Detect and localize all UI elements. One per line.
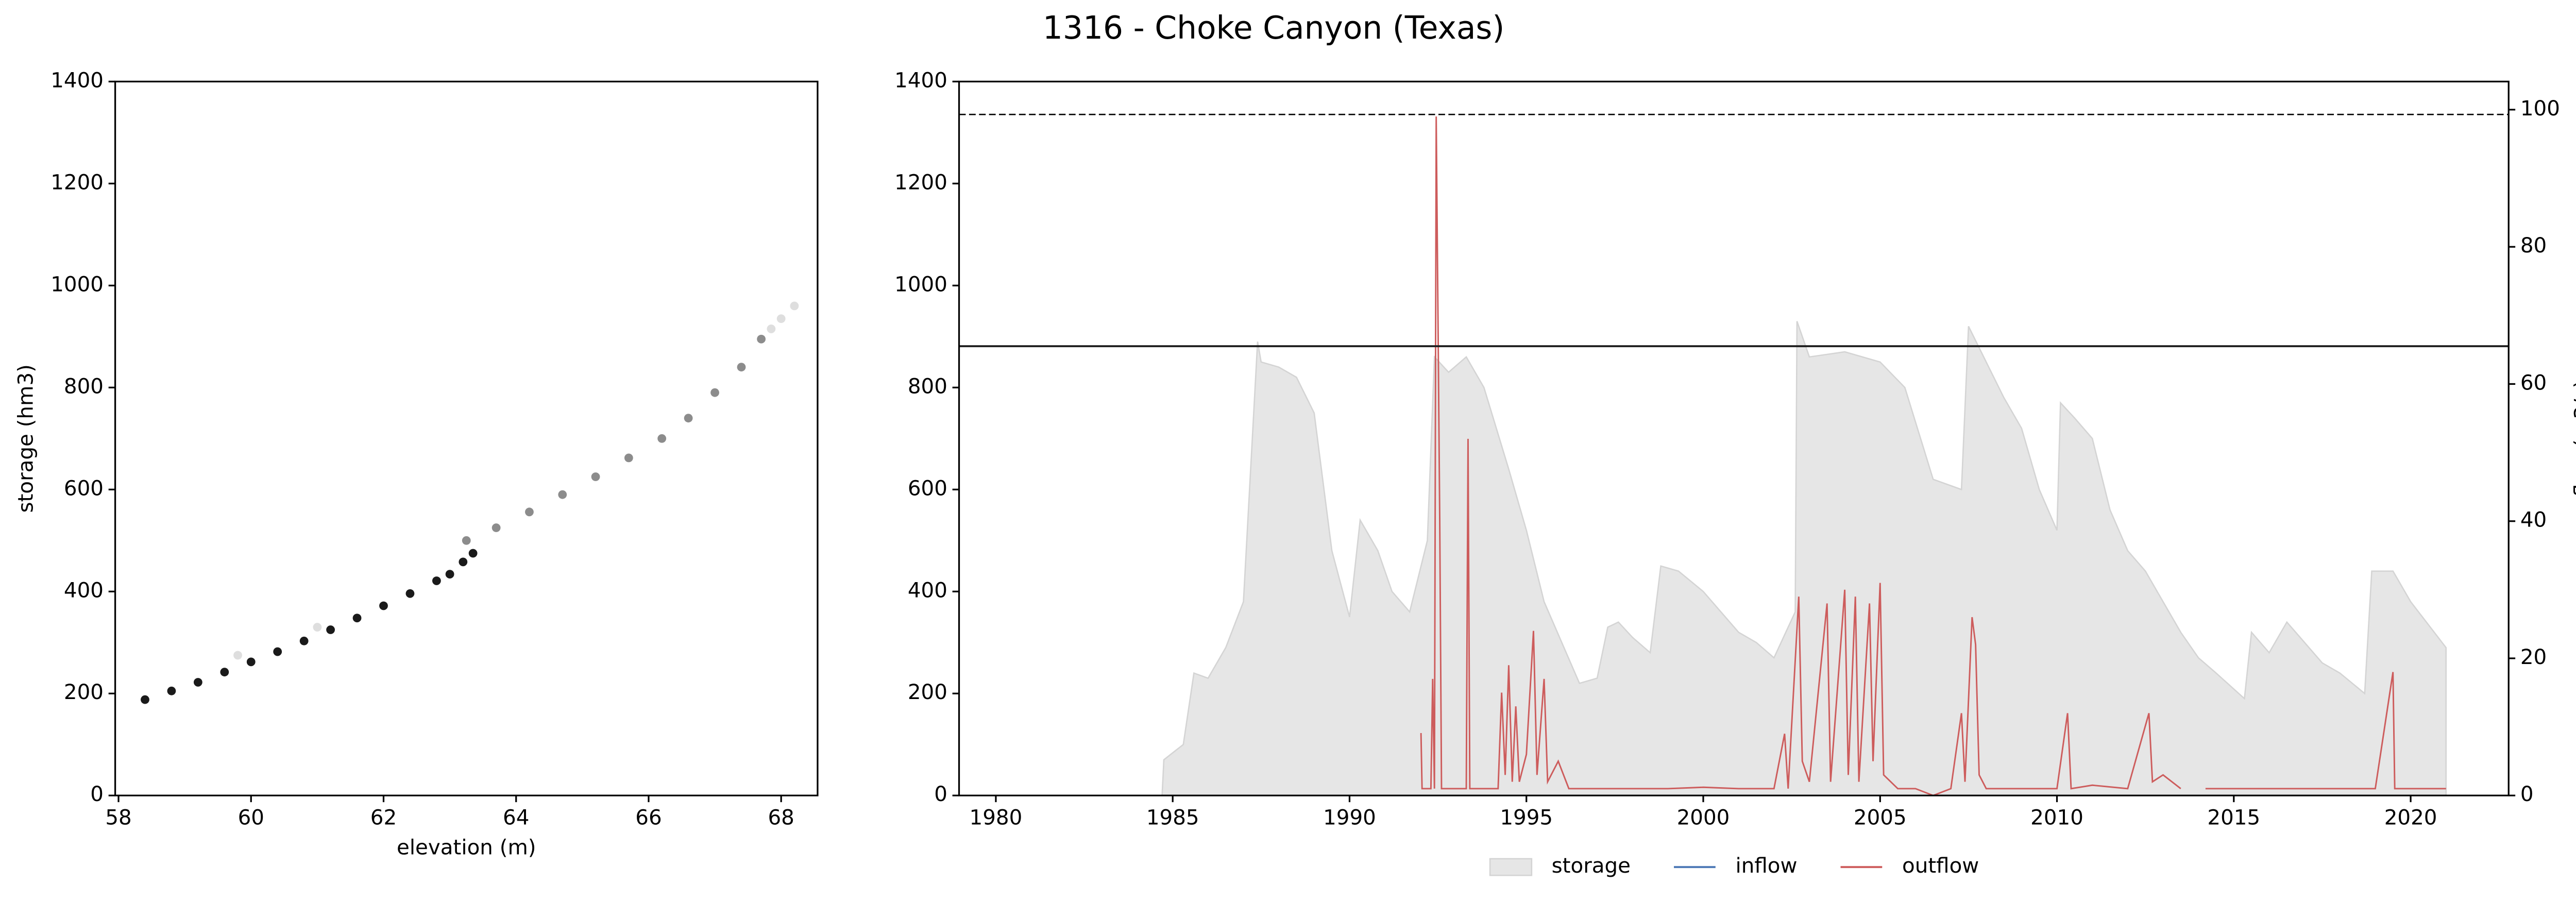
point bbox=[326, 625, 335, 634]
x-tick-label: 62 bbox=[370, 805, 397, 829]
x-tick-label: 2000 bbox=[1677, 805, 1730, 829]
y2-tick-label: 0 bbox=[2520, 782, 2534, 806]
y2-tick-label: 100 bbox=[2520, 96, 2560, 121]
y2-axis-label: flow (m3/s) bbox=[2570, 380, 2576, 497]
point bbox=[525, 507, 534, 517]
point bbox=[684, 414, 693, 423]
x-tick-label: 1980 bbox=[970, 805, 1023, 829]
point bbox=[776, 314, 786, 324]
x-tick-label: 66 bbox=[635, 805, 662, 829]
x-tick-label: 68 bbox=[768, 805, 794, 829]
legend-label: outflow bbox=[1902, 854, 1979, 878]
x-tick-label: 2010 bbox=[2030, 805, 2083, 829]
point bbox=[468, 549, 478, 558]
point bbox=[141, 695, 149, 704]
x-tick-label: 2015 bbox=[2207, 805, 2260, 829]
y-tick-label: 1000 bbox=[894, 272, 947, 296]
y-tick-label: 0 bbox=[934, 782, 947, 806]
point bbox=[591, 472, 600, 481]
point bbox=[313, 623, 322, 632]
y-tick-label: 200 bbox=[908, 680, 947, 704]
x-tick-label: 58 bbox=[105, 805, 131, 829]
point bbox=[558, 490, 567, 499]
y2-tick-label: 80 bbox=[2520, 233, 2547, 258]
x-tick-label: 1990 bbox=[1323, 805, 1376, 829]
y-tick-label: 400 bbox=[908, 578, 947, 602]
point bbox=[273, 647, 282, 656]
point bbox=[299, 636, 309, 645]
point bbox=[657, 434, 667, 443]
point bbox=[193, 678, 202, 687]
x-tick-label: 2020 bbox=[2384, 805, 2437, 829]
point bbox=[432, 576, 441, 585]
x-tick-label: 60 bbox=[238, 805, 264, 829]
point bbox=[405, 589, 415, 598]
x-tick-label: 1995 bbox=[1500, 805, 1553, 829]
point bbox=[233, 651, 242, 660]
point bbox=[167, 686, 176, 695]
point bbox=[767, 325, 776, 333]
x-tick-label: 64 bbox=[503, 805, 529, 829]
y-tick-label: 800 bbox=[64, 374, 104, 398]
y-tick-label: 1000 bbox=[50, 272, 104, 296]
flow-line bbox=[1420, 116, 2446, 796]
storage-area bbox=[1161, 321, 2447, 796]
point bbox=[220, 668, 229, 677]
y-tick-label: 1200 bbox=[50, 170, 104, 194]
y-tick-label: 1400 bbox=[894, 68, 947, 92]
y-tick-label: 600 bbox=[908, 476, 947, 500]
point bbox=[737, 363, 746, 372]
y2-tick-label: 40 bbox=[2520, 508, 2547, 532]
y-tick-label: 800 bbox=[908, 374, 947, 398]
y-tick-label: 600 bbox=[64, 476, 104, 500]
point bbox=[462, 536, 471, 545]
point bbox=[246, 657, 256, 667]
point bbox=[492, 523, 501, 532]
y2-tick-label: 20 bbox=[2520, 645, 2547, 669]
point bbox=[790, 301, 799, 311]
x-tick-label: 2005 bbox=[1854, 805, 1907, 829]
point bbox=[379, 601, 388, 610]
legend-label: storage bbox=[1552, 854, 1631, 878]
x-tick-label: 1985 bbox=[1146, 805, 1199, 829]
point bbox=[710, 388, 719, 397]
point bbox=[624, 453, 633, 463]
y-tick-label: 1400 bbox=[50, 68, 104, 92]
plot-frame bbox=[114, 80, 819, 796]
y-tick-label: 0 bbox=[90, 782, 104, 806]
point bbox=[757, 334, 766, 344]
x-axis-label: elevation (m) bbox=[397, 836, 536, 860]
y-axis-label: storage (hm3) bbox=[13, 364, 38, 513]
point bbox=[459, 557, 468, 567]
y2-tick-label: 60 bbox=[2520, 370, 2547, 395]
point bbox=[352, 614, 362, 623]
y-tick-label: 1200 bbox=[894, 170, 947, 194]
figure-title: 1316 - Choke Canyon (Texas) bbox=[1043, 10, 1504, 46]
legend-label: inflow bbox=[1736, 854, 1798, 878]
plot-frame bbox=[958, 80, 2510, 796]
legend-swatch bbox=[1489, 858, 1533, 876]
y-tick-label: 400 bbox=[64, 578, 104, 602]
y-tick-label: 200 bbox=[64, 680, 104, 704]
point bbox=[445, 570, 454, 578]
